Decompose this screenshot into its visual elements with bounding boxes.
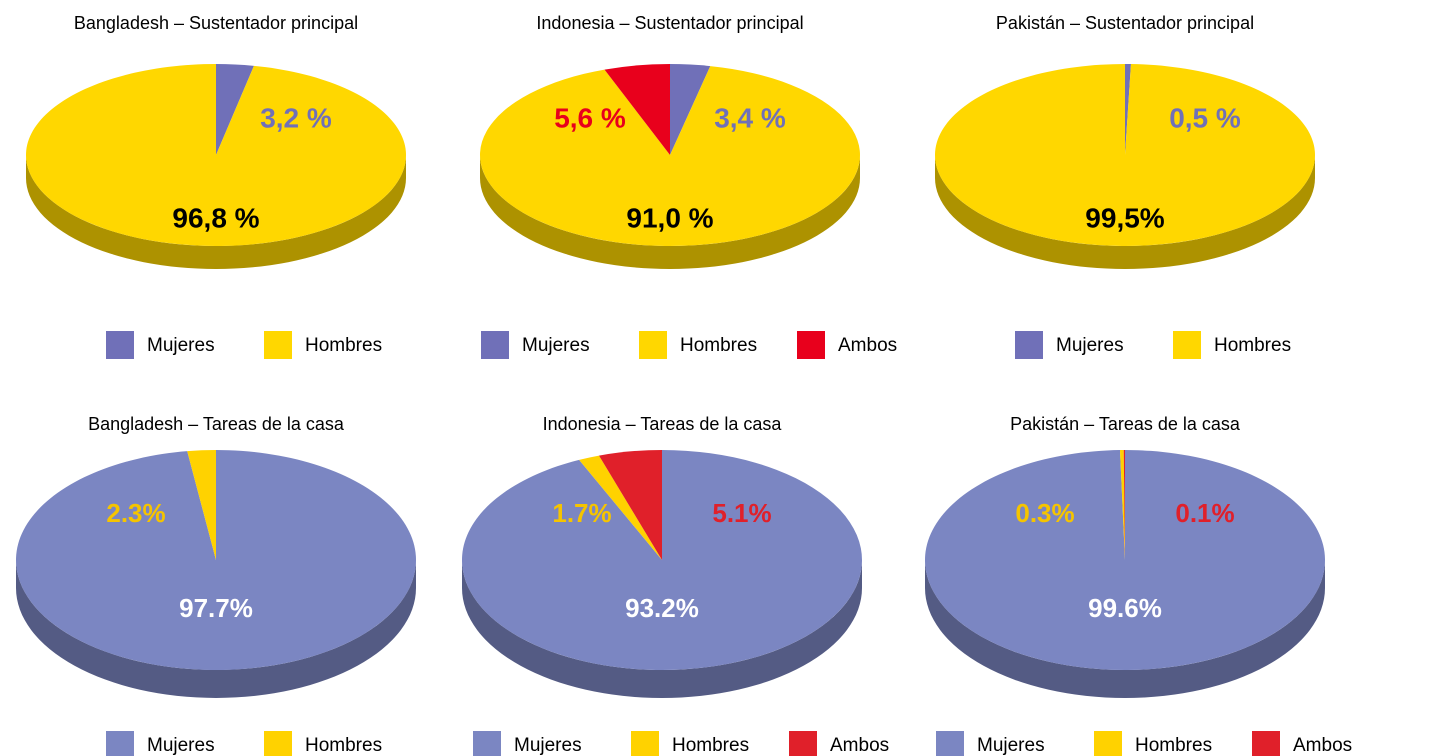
slice-side xyxy=(16,560,416,698)
chart-title: Indonesia – Tareas de la casa xyxy=(543,414,783,434)
value-label: 99,5% xyxy=(1085,202,1164,233)
pie-chart: Bangladesh – Tareas de la casa 2.3% 97.7% M… xyxy=(16,414,417,756)
legend-label: Ambos xyxy=(838,335,897,356)
legend-swatch xyxy=(481,331,509,359)
pie-slice xyxy=(216,64,254,155)
pie-slice xyxy=(924,450,1325,670)
pie-slice xyxy=(599,450,662,560)
value-label: 93.2% xyxy=(625,593,699,623)
legend-swatch xyxy=(789,731,817,756)
pie-chart: Bangladesh – Sustentador principal 3,2 % 9… xyxy=(26,13,407,359)
legend-label: Mujeres xyxy=(1056,335,1124,356)
legend-label: Mujeres xyxy=(514,735,582,756)
legend-swatch xyxy=(1015,331,1043,359)
legend-label: Hombres xyxy=(680,335,757,356)
value-label: 0,5 % xyxy=(1169,102,1241,133)
slice-side xyxy=(26,155,406,269)
value-label: 1.7% xyxy=(552,498,611,528)
legend-label: Hombres xyxy=(1214,335,1291,356)
pie-slice xyxy=(670,64,711,155)
pie-chart: Indonesia – Sustentador principal 3,4 % 5,… xyxy=(480,13,897,359)
slice-side xyxy=(462,560,862,698)
legend-label: Mujeres xyxy=(147,735,215,756)
chart-title: Bangladesh – Sustentador principal xyxy=(74,13,358,33)
legend-swatch xyxy=(264,331,292,359)
legend-label: Mujeres xyxy=(147,335,215,356)
legend-label: Ambos xyxy=(1293,735,1352,756)
legend-swatch xyxy=(1252,731,1280,756)
legend-swatch xyxy=(106,331,134,359)
value-label: 99.6% xyxy=(1088,593,1162,623)
value-label: 96,8 % xyxy=(172,202,259,233)
pie-chart: Pakistán – Tareas de la casa 0.1% 0.3% 99.6… xyxy=(924,414,1352,756)
value-label: 3,4 % xyxy=(714,102,786,133)
pie-slice xyxy=(461,450,862,670)
chart-title: Pakistán – Tareas de la casa xyxy=(1010,414,1241,434)
value-label: 0.1% xyxy=(1175,498,1234,528)
slice-side xyxy=(935,155,1315,269)
legend-swatch xyxy=(936,731,964,756)
legend-swatch xyxy=(639,331,667,359)
value-label: 5,6 % xyxy=(554,102,626,133)
pie-slice xyxy=(1125,64,1131,155)
chart-title: Pakistán – Sustentador principal xyxy=(996,13,1254,33)
value-label: 5.1% xyxy=(712,498,771,528)
chart-title: Bangladesh – Tareas de la casa xyxy=(88,414,345,434)
legend-swatch xyxy=(473,731,501,756)
legend-swatch xyxy=(631,731,659,756)
value-label: 91,0 % xyxy=(626,202,713,233)
pie-slice xyxy=(26,64,407,247)
legend-label: Ambos xyxy=(830,735,889,756)
slice-side xyxy=(480,155,860,269)
value-label: 97.7% xyxy=(179,593,253,623)
value-label: 0.3% xyxy=(1015,498,1074,528)
legend-label: Mujeres xyxy=(977,735,1045,756)
pie-slice xyxy=(934,64,1315,246)
slice-side xyxy=(925,560,1325,698)
pie-slice xyxy=(604,64,670,155)
legend-swatch xyxy=(1173,331,1201,359)
legend-swatch xyxy=(106,731,134,756)
legend-swatch xyxy=(1094,731,1122,756)
legend-swatch xyxy=(264,731,292,756)
pie-chart: Indonesia – Tareas de la casa 5.1% 1.7% 93.… xyxy=(461,414,889,756)
pie-slice xyxy=(1123,450,1125,560)
pie-slice xyxy=(480,66,861,246)
value-label: 3,2 % xyxy=(260,102,332,133)
legend-label: Mujeres xyxy=(522,335,590,356)
pie-chart: Pakistán – Sustentador principal 0,5 % 99,… xyxy=(934,13,1315,359)
legend-label: Hombres xyxy=(305,735,382,756)
pie-slice xyxy=(1119,450,1125,560)
pie-slice xyxy=(16,450,417,670)
legend-label: Hombres xyxy=(305,335,382,356)
pie-slice xyxy=(579,455,662,560)
legend-label: Hombres xyxy=(1135,735,1212,756)
pie-slice xyxy=(187,450,216,560)
legend-label: Hombres xyxy=(672,735,749,756)
chart-title: Indonesia – Sustentador principal xyxy=(536,13,803,33)
value-label: 2.3% xyxy=(106,498,165,528)
legend-swatch xyxy=(797,331,825,359)
